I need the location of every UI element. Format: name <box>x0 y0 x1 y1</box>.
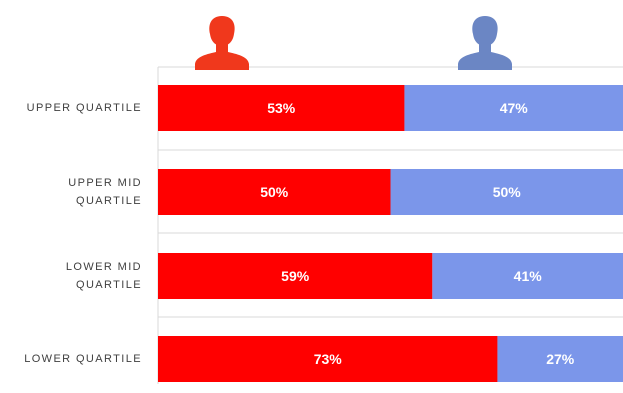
bar-segment-blue <box>432 253 623 299</box>
category-label: LOWER QUARTILE <box>0 336 142 382</box>
bar-segment-blue <box>404 85 623 131</box>
bar-segment-red <box>158 85 405 131</box>
category-label-line: UPPER MID <box>68 177 142 189</box>
bar-segment-red <box>158 253 433 299</box>
category-label-line: UPPER QUARTILE <box>26 102 142 114</box>
person-head <box>209 16 235 46</box>
data-label: 41% <box>514 268 543 284</box>
person-silhouette-icon <box>195 16 249 70</box>
category-label-line: QUARTILE <box>75 279 142 291</box>
data-label: 53% <box>267 100 296 116</box>
category-label: UPPER QUARTILE <box>0 85 142 131</box>
category-label-line: LOWER QUARTILE <box>24 353 142 365</box>
bar-segment-red <box>158 169 391 215</box>
category-label: UPPER MID QUARTILE <box>0 169 142 215</box>
bar-segment-blue <box>390 169 623 215</box>
bar-segment-red <box>158 336 498 382</box>
data-label: 50% <box>493 184 522 200</box>
person-head <box>472 16 498 46</box>
person-silhouette-icon <box>458 16 512 70</box>
person-body <box>195 44 249 70</box>
category-label-line: LOWER MID <box>65 261 142 273</box>
category-label-line: QUARTILE <box>75 195 142 207</box>
bar-segment-blue <box>497 336 623 382</box>
category-label: LOWER MID QUARTILE <box>0 253 142 299</box>
person-body <box>458 44 512 70</box>
data-label: 27% <box>546 351 575 367</box>
data-label: 73% <box>314 351 343 367</box>
data-label: 50% <box>260 184 289 200</box>
data-label: 59% <box>281 268 310 284</box>
data-label: 47% <box>500 100 529 116</box>
